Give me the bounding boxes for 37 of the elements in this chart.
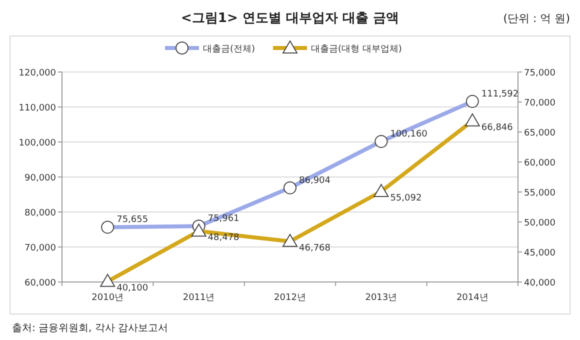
data-label: 46,768: [299, 243, 331, 254]
y-tick-label: 120,000: [18, 68, 56, 78]
data-label: 75,961: [208, 214, 240, 224]
x-tick-label: 2010년: [92, 293, 124, 303]
y-tick-label: 100,000: [18, 138, 56, 148]
y2-tick-label: 75,000: [524, 68, 556, 78]
y2-tick-label: 65,000: [524, 128, 556, 138]
y-tick-label: 60,000: [24, 278, 56, 288]
y2-tick-label: 60,000: [524, 158, 556, 168]
legend-label: 대출금(대형 대부업체): [311, 44, 402, 54]
y-tick-label: 90,000: [24, 174, 56, 184]
y2-tick-label: 45,000: [524, 248, 556, 258]
y2-tick-label: 70,000: [524, 98, 556, 108]
data-label: 66,846: [481, 122, 514, 133]
data-label: 111,592: [481, 89, 519, 100]
data-label: 75,655: [116, 215, 148, 226]
source-note: 출처: 금융위원회, 각사 감사보고서: [12, 323, 168, 334]
x-tick-label: 2011년: [182, 293, 215, 303]
x-tick-label: 2014년: [456, 293, 488, 303]
data-label: 40,100: [116, 283, 148, 294]
y-tick-label: 70,000: [24, 244, 56, 254]
data-label: 86,904: [299, 176, 331, 186]
legend-item: 대출금(대형 대부업체): [273, 40, 402, 54]
data-label: 55,092: [390, 193, 422, 204]
y-tick-label: 80,000: [24, 208, 56, 218]
x-tick-label: 2013년: [365, 293, 398, 303]
y2-tick-label: 55,000: [524, 188, 556, 198]
legend-label: 대출금(전체): [203, 44, 256, 54]
chart-subtitle: (단위 : 억 원): [503, 12, 570, 25]
y2-tick-label: 40,000: [524, 278, 556, 288]
data-label: 48,478: [208, 233, 240, 244]
x-tick-label: 2012년: [274, 293, 306, 303]
chart-title: <그림1> 연도별 대부업자 대출 금액: [181, 11, 399, 26]
data-label: 100,160: [390, 129, 428, 140]
y-tick-label: 110,000: [18, 104, 56, 114]
legend-item: 대출금(전체): [165, 42, 256, 54]
y2-tick-label: 50,000: [524, 218, 556, 228]
